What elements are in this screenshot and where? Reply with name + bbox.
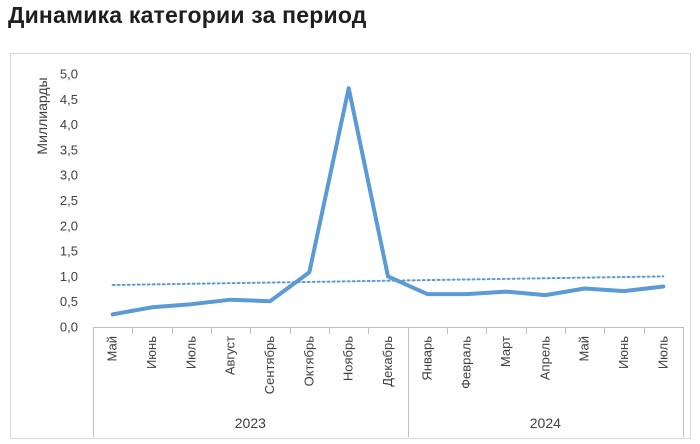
x-tick-label: Май [577, 336, 592, 361]
page-title: Динамика категории за период [8, 2, 367, 28]
x-tick-label: Сентябрь [262, 336, 277, 394]
x-tick-label: Декабрь [380, 336, 395, 387]
y-axis-title: Миллиарды [34, 77, 50, 154]
x-tick-label: Август [223, 336, 238, 375]
plot-area [110, 86, 666, 317]
y-tick-label: 1,0 [60, 269, 78, 284]
x-tick-label: Январь [419, 336, 434, 381]
chart-frame [10, 53, 691, 439]
x-tick-label: Май [105, 336, 120, 361]
y-tick-label: 0,5 [60, 294, 78, 309]
x-tick-label: Июнь [616, 336, 631, 369]
x-tick-label: Март [498, 336, 513, 367]
x-tick-label: Июль [655, 336, 670, 369]
y-axis-ticks: 0,0 0,5 1,0 1,5 2,0 2,5 3,0 3,5 4,0 4,5 5,0 [60, 67, 78, 335]
y-tick-label: 4,5 [60, 92, 78, 107]
y-tick-label: 2,0 [60, 218, 78, 233]
x-tick-label: Ноябрь [341, 336, 356, 381]
year-label: 2023 [235, 415, 266, 431]
year-label: 2024 [530, 415, 561, 431]
trendline [111, 275, 665, 287]
y-tick-label: 4,0 [60, 117, 78, 132]
x-axis: Май Июнь Июль Август Сентябрь Октябрь Ноябрь Де… [93, 327, 684, 437]
y-tick-label: 0,0 [60, 320, 78, 335]
y-tick-label: 5,0 [60, 67, 78, 82]
y-tick-label: 3,0 [60, 168, 78, 183]
x-tick-label: Октябрь [301, 336, 316, 387]
x-tick-label: Апрель [537, 336, 552, 380]
y-tick-label: 2,5 [60, 193, 78, 208]
y-tick-label: 3,5 [60, 142, 78, 157]
x-tick-label: Июль [183, 336, 198, 369]
series-line [110, 86, 666, 317]
y-tick-label: 1,5 [60, 244, 78, 259]
x-tick-label: Февраль [459, 336, 474, 389]
x-tick-label: Июнь [144, 336, 159, 369]
